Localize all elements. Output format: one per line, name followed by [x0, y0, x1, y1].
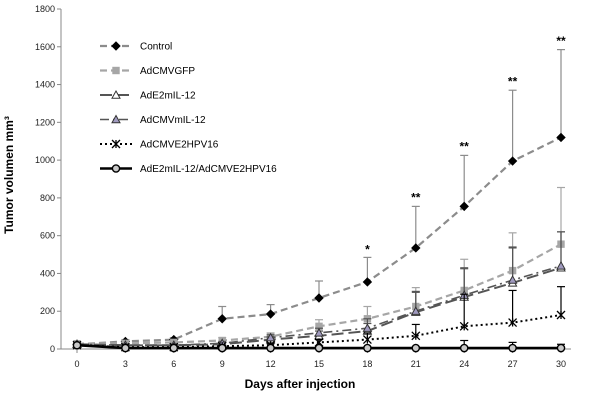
- data-point: [556, 310, 566, 320]
- data-point: [362, 335, 372, 345]
- data-point: [411, 343, 421, 353]
- data-point: [121, 343, 130, 353]
- legend-item-6: AdE2mIL-12/AdCMVE2HPV16: [100, 164, 277, 175]
- x-tick-label: 3: [123, 359, 128, 369]
- series-2: [73, 186, 565, 348]
- legend-item-3: AdE2mIL-12: [100, 89, 196, 102]
- data-point: [314, 293, 324, 303]
- x-tick-label: 9: [220, 359, 225, 369]
- legend-label: AdE2mIL-12: [140, 91, 196, 102]
- y-tick-label: 1600: [35, 42, 55, 52]
- data-point: [459, 343, 469, 353]
- data-point: [410, 306, 421, 315]
- y-tick-label: 1000: [35, 155, 55, 165]
- x-tick-label: 30: [556, 359, 566, 369]
- legend-item-4: AdCMVmIL-12: [100, 114, 206, 126]
- series-line: [76, 136, 562, 346]
- x-tick-label: 6: [171, 359, 176, 369]
- data-point: [217, 314, 227, 324]
- legend-item-5: AdCMVE2HPV16: [100, 140, 219, 151]
- legend-label: AdE2mIL-12/AdCMVE2HPV16: [140, 164, 277, 175]
- data-point: [72, 340, 82, 350]
- data-point: [411, 243, 421, 253]
- data-point: [507, 156, 518, 166]
- y-axis-title: Tumor volumen mm³: [2, 116, 16, 234]
- data-point: [169, 343, 179, 353]
- x-tick-label: 12: [266, 359, 276, 369]
- data-point: [362, 323, 373, 332]
- x-tick-label: 24: [459, 359, 469, 369]
- legend-label: Control: [140, 42, 172, 53]
- data-point: [459, 201, 469, 212]
- y-tick-label: 600: [40, 231, 55, 241]
- data-point: [314, 327, 324, 337]
- legend-swatch-marker: [111, 41, 121, 51]
- annotation-layer: *********: [365, 34, 566, 257]
- data-point: [265, 309, 276, 319]
- significance-label: **: [460, 140, 470, 154]
- legend-label: AdCMVmIL-12: [140, 115, 206, 126]
- significance-label: **: [508, 75, 518, 89]
- data-point: [363, 343, 372, 353]
- y-tick-label: 800: [40, 193, 55, 203]
- data-point: [266, 343, 275, 353]
- x-tick-label: 27: [508, 359, 518, 369]
- x-axis-title: Days after injection: [245, 377, 356, 391]
- data-point: [265, 332, 276, 342]
- data-point: [411, 331, 421, 341]
- data-point: [556, 260, 566, 270]
- legend-item-2: AdCMVGFP: [100, 66, 195, 77]
- y-tick-label: 1200: [35, 117, 55, 127]
- y-tick-label: 200: [40, 306, 55, 316]
- significance-label: **: [411, 191, 421, 205]
- x-tick-label: 18: [362, 359, 372, 369]
- series-6: [72, 339, 566, 353]
- legend-swatch-marker: [111, 114, 121, 124]
- data-point: [459, 321, 469, 331]
- legend-item-1: Control: [100, 41, 172, 53]
- significance-label: **: [556, 34, 566, 48]
- legend-swatch-marker: [111, 164, 121, 173]
- data-point: [507, 275, 518, 284]
- data-point: [556, 132, 566, 143]
- x-tick-label: 15: [314, 359, 324, 369]
- legend-label: AdCMVE2HPV16: [140, 140, 219, 151]
- legend: Control AdCMVGFP AdE2mIL-12 AdCMVmIL-12 AdCM…: [100, 41, 277, 175]
- data-point: [314, 343, 324, 353]
- data-point: [508, 343, 517, 353]
- series-layer: [72, 49, 566, 353]
- legend-swatch-marker: [112, 66, 120, 75]
- x-tick-label: 21: [411, 359, 421, 369]
- y-tick-label: 0: [50, 344, 55, 354]
- y-tick-label: 1800: [35, 4, 55, 14]
- legend-swatch-marker: [111, 89, 121, 99]
- significance-label: *: [365, 243, 370, 257]
- data-point: [362, 277, 373, 287]
- data-point: [508, 318, 518, 328]
- y-tick-label: 400: [40, 268, 55, 278]
- data-point: [556, 343, 566, 353]
- axes: 0 200 400 600 800 1000 1200 1400 1600 1800 0 3 6 9 12 1…: [35, 4, 571, 369]
- legend-label: AdCMVGFP: [140, 66, 195, 77]
- x-tick-label: 0: [74, 359, 79, 369]
- data-point: [217, 343, 227, 353]
- legend-swatch-marker: [111, 139, 121, 149]
- y-tick-label: 1400: [35, 80, 55, 90]
